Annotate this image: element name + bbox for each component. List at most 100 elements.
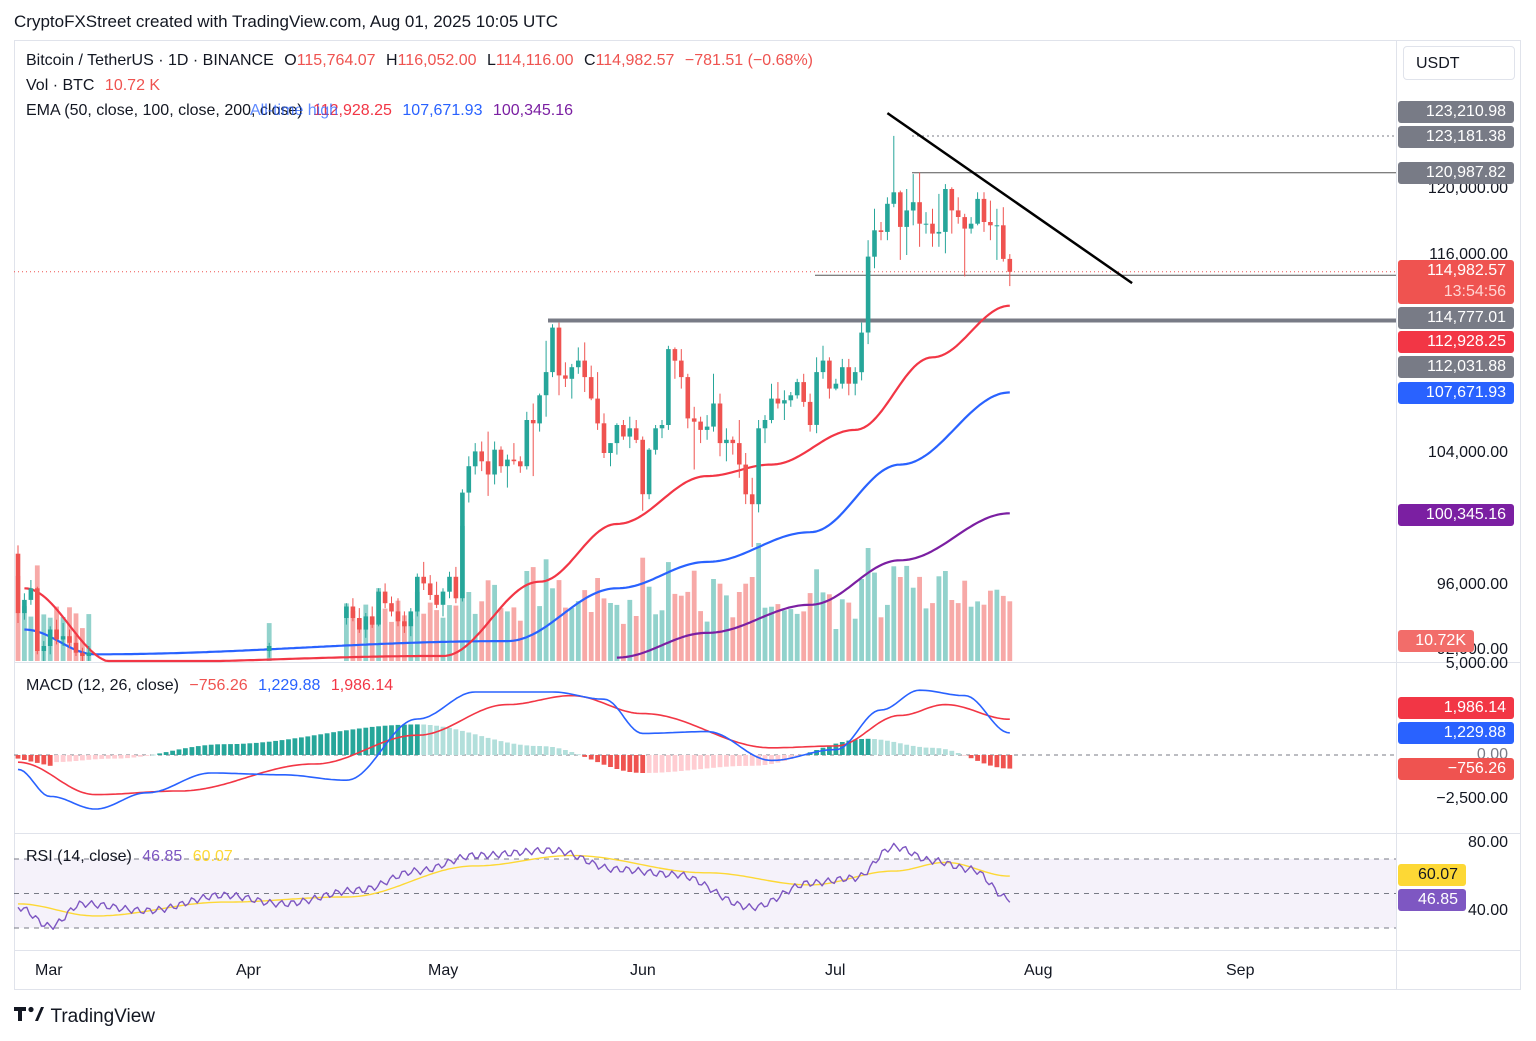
candle-body[interactable] (382, 591, 388, 604)
candle-body[interactable] (743, 464, 748, 495)
candle-body[interactable] (576, 360, 581, 368)
candle-body[interactable] (569, 367, 575, 379)
candle-body[interactable] (633, 428, 639, 440)
candle-body[interactable] (865, 256, 871, 333)
candle-body[interactable] (994, 225, 1000, 227)
candle-body[interactable] (614, 425, 620, 444)
candle-body[interactable] (550, 327, 555, 373)
macd-label[interactable]: MACD (12, 26, close) (26, 677, 179, 694)
candle-body[interactable] (724, 439, 729, 444)
candle-body[interactable] (666, 349, 671, 425)
candle-body[interactable] (955, 210, 961, 217)
candle-body[interactable] (588, 377, 594, 399)
candle-body[interactable] (833, 383, 839, 389)
candle-body[interactable] (827, 360, 832, 389)
currency-selector[interactable]: USDT (1403, 46, 1515, 80)
candle-body[interactable] (1001, 225, 1006, 259)
macd-line-label[interactable]: 1,229.88 (1398, 722, 1514, 744)
candle-body[interactable] (415, 576, 420, 612)
candle-body[interactable] (885, 203, 890, 232)
macd-signal-label[interactable]: 1,986.14 (1398, 697, 1514, 719)
candle-body[interactable] (466, 466, 472, 493)
candle-body[interactable] (22, 599, 27, 614)
level-label[interactable]: 123,210.98 (1398, 101, 1514, 123)
candle-body[interactable] (15, 553, 21, 614)
tradingview-logo[interactable]: TradingView (14, 1005, 155, 1029)
candle-body[interactable] (511, 459, 517, 462)
symbol-name[interactable]: Bitcoin / TetherUS · 1D · BINANCE (26, 52, 274, 69)
candle-body[interactable] (968, 223, 974, 229)
ema100-label[interactable]: 107,671.93 (1398, 382, 1514, 404)
candle-body[interactable] (524, 420, 530, 467)
candle-body[interactable] (266, 646, 272, 651)
candle-body[interactable] (556, 327, 562, 376)
last-price-label[interactable]: 114,982.57 13:54:56 (1398, 260, 1514, 304)
candle-body[interactable] (543, 372, 549, 396)
candle-body[interactable] (814, 372, 819, 425)
candle-body[interactable] (28, 588, 34, 600)
candle-body[interactable] (35, 588, 40, 651)
candle-body[interactable] (962, 217, 967, 229)
candle-body[interactable] (788, 395, 794, 401)
candle-body[interactable] (582, 360, 587, 378)
candle-body[interactable] (943, 189, 948, 232)
candle-body[interactable] (910, 202, 916, 211)
candle-body[interactable] (627, 428, 633, 437)
candle-body[interactable] (775, 398, 781, 404)
candle-body[interactable] (73, 642, 79, 653)
candle-body[interactable] (730, 439, 736, 444)
rsi-label[interactable]: RSI (14, close) (26, 848, 132, 865)
candle-body[interactable] (537, 395, 542, 424)
candle-body[interactable] (440, 591, 446, 605)
candle-body[interactable] (453, 576, 459, 599)
candle-body[interactable] (762, 420, 768, 429)
candle-body[interactable] (975, 198, 980, 224)
candle-body[interactable] (621, 425, 626, 437)
volume-label-pill[interactable]: 10.72K (1398, 630, 1474, 652)
candle-body[interactable] (691, 418, 697, 422)
rsi-label-pill[interactable]: 46.85 (1398, 889, 1466, 911)
ema-label[interactable]: EMA (50, close, 100, close, 200, close) (26, 102, 303, 119)
candle-body[interactable] (402, 621, 407, 627)
ema200-label[interactable]: 100,345.16 (1398, 504, 1514, 526)
candle-body[interactable] (711, 403, 716, 427)
candle-body[interactable] (904, 210, 909, 227)
candle-body[interactable] (923, 223, 929, 225)
candle-body[interactable] (67, 636, 72, 643)
candle-body[interactable] (988, 222, 993, 226)
candle-body[interactable] (344, 606, 349, 619)
candle-body[interactable] (878, 230, 884, 232)
candle-body[interactable] (872, 230, 877, 257)
candle-body[interactable] (646, 449, 652, 495)
volume-label[interactable]: Vol · BTC (26, 77, 95, 94)
candle-body[interactable] (376, 591, 381, 625)
candle-body[interactable] (86, 652, 92, 656)
candle-body[interactable] (679, 360, 684, 378)
candle-body[interactable] (472, 451, 478, 467)
candle-body[interactable] (447, 576, 452, 592)
candle-body[interactable] (505, 459, 510, 467)
ema50-label[interactable]: 112,928.25 (1398, 331, 1514, 353)
candle-body[interactable] (981, 198, 987, 222)
candle-body[interactable] (659, 425, 665, 429)
candle-body[interactable] (1007, 258, 1013, 272)
candle-body[interactable] (936, 231, 942, 234)
candle-body[interactable] (395, 611, 401, 622)
candle-body[interactable] (698, 421, 703, 430)
candle-body[interactable] (434, 594, 439, 605)
candle-body[interactable] (498, 449, 504, 467)
level-label[interactable]: 112,031.88 (1398, 356, 1514, 378)
candle-body[interactable] (41, 646, 47, 651)
candle-body[interactable] (357, 618, 362, 630)
candle-body[interactable] (685, 377, 691, 419)
candle-body[interactable] (47, 629, 53, 647)
rsi-ma-label[interactable]: 60.07 (1398, 864, 1466, 886)
macd-hist-label[interactable]: −756.26 (1398, 758, 1514, 780)
candle-body[interactable] (427, 583, 433, 595)
candle-body[interactable] (737, 443, 742, 465)
candle-body[interactable] (930, 223, 935, 234)
candle-body[interactable] (917, 202, 922, 224)
candle-body[interactable] (653, 428, 658, 450)
candle-body[interactable] (840, 367, 845, 384)
candle-body[interactable] (369, 616, 375, 625)
